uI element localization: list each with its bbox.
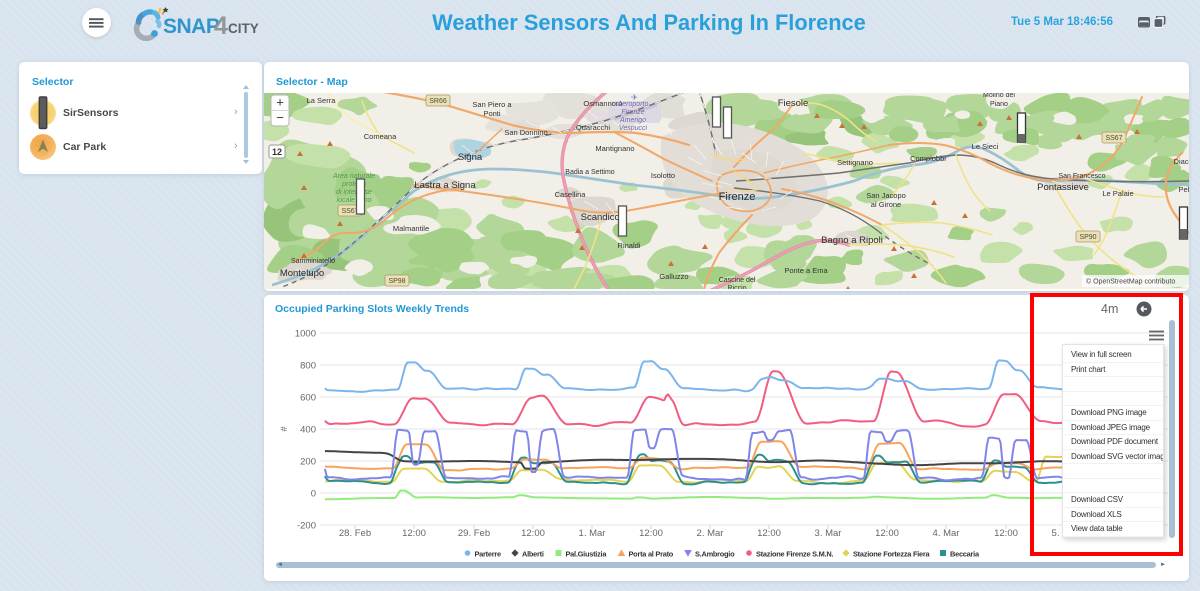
svg-text:12: 12 <box>272 147 282 157</box>
svg-text:Isolotto: Isolotto <box>651 171 675 180</box>
svg-text:29. Feb: 29. Feb <box>458 528 490 539</box>
svg-text:Pal.Giustizia: Pal.Giustizia <box>566 550 608 559</box>
svg-text:12:00: 12:00 <box>875 528 899 539</box>
svg-text:Osmannoro: Osmannoro <box>583 99 622 108</box>
svg-text:Malmantile: Malmantile <box>393 224 429 233</box>
svg-text:Fiesole: Fiesole <box>778 98 809 109</box>
svg-text:Montelupo: Montelupo <box>280 268 324 279</box>
svg-text:locale Arno: locale Arno <box>337 197 372 204</box>
svg-text:Bagno a Ripoli: Bagno a Ripoli <box>821 235 883 246</box>
svg-text:12:00: 12:00 <box>402 528 426 539</box>
svg-text:Settignano: Settignano <box>837 158 873 167</box>
svg-text:La Serra: La Serra <box>307 96 337 105</box>
svg-text:Lastra a Signa: Lastra a Signa <box>414 180 476 191</box>
svg-text:San Francesco: San Francesco <box>1058 173 1105 180</box>
svg-text:Quaracchi: Quaracchi <box>576 123 611 132</box>
svg-text:0: 0 <box>311 489 316 500</box>
svg-text:Comeana: Comeana <box>364 132 397 141</box>
svg-text:SP98: SP98 <box>388 278 405 285</box>
svg-text:CITY: CITY <box>228 21 259 36</box>
svg-text:12:00: 12:00 <box>639 528 663 539</box>
svg-text:#: # <box>279 426 289 431</box>
svg-text:Porta al Prato: Porta al Prato <box>629 550 674 559</box>
svg-text:2. Mar: 2. Mar <box>697 528 724 539</box>
svg-text:400: 400 <box>300 425 316 436</box>
svg-text:Stazione Fortezza Fiera: Stazione Fortezza Fiera <box>853 550 931 559</box>
svg-text:12:00: 12:00 <box>521 528 545 539</box>
svg-text:Amerigo: Amerigo <box>619 117 646 124</box>
svg-text:Pela: Pela <box>1178 185 1189 194</box>
svg-text:800: 800 <box>300 361 316 372</box>
svg-text:SS67: SS67 <box>341 208 358 215</box>
svg-text:di interesse: di interesse <box>336 189 372 196</box>
svg-text:Le Palaie: Le Palaie <box>1102 189 1133 198</box>
svg-text:28. Feb: 28. Feb <box>339 528 371 539</box>
svg-text:4: 4 <box>214 12 228 40</box>
svg-text:Le Sieci: Le Sieci <box>972 142 999 151</box>
svg-text:al Girone: al Girone <box>871 200 901 209</box>
svg-text:San Piero a: San Piero a <box>472 100 512 109</box>
svg-text:Vespucci: Vespucci <box>619 125 648 132</box>
svg-text:+: + <box>276 95 284 110</box>
svg-text:SS67: SS67 <box>1105 135 1122 142</box>
svg-text:Firenze: Firenze <box>719 191 756 203</box>
svg-text:Mantignano: Mantignano <box>595 144 634 153</box>
svg-text:Molino del: Molino del <box>983 93 1015 99</box>
svg-text:Galluzzo: Galluzzo <box>659 272 688 281</box>
svg-text:Beccaria: Beccaria <box>950 550 980 559</box>
svg-text:Rinaldi: Rinaldi <box>618 241 641 250</box>
svg-text:✈: ✈ <box>631 93 638 102</box>
svg-text:Cascine del: Cascine del <box>719 277 756 284</box>
svg-text:600: 600 <box>300 393 316 404</box>
svg-text:−: − <box>276 110 284 125</box>
svg-text:Stazione Firenze S.M.N.: Stazione Firenze S.M.N. <box>756 550 833 559</box>
svg-text:3. Mar: 3. Mar <box>815 528 842 539</box>
svg-text:Occupied Parking Slots Weekly: Occupied Parking Slots Weekly Trends <box>275 303 469 315</box>
svg-text:Compiobbi: Compiobbi <box>910 154 946 163</box>
svg-text:Piano: Piano <box>990 101 1008 108</box>
svg-text:Samminiatello: Samminiatello <box>291 258 335 265</box>
svg-text:Badia a Settimo: Badia a Settimo <box>565 169 615 176</box>
svg-text:4m: 4m <box>1101 302 1118 316</box>
svg-text:SR66: SR66 <box>429 98 447 105</box>
svg-text:Diacce: Diacce <box>1174 157 1189 166</box>
svg-text:© OpenStreetMap contributo: © OpenStreetMap contributo <box>1086 278 1175 286</box>
svg-text:Ponte a Ema: Ponte a Ema <box>784 266 828 275</box>
svg-text:-200: -200 <box>297 521 316 532</box>
svg-text:San Donnino: San Donnino <box>504 128 547 137</box>
svg-text:SNAP: SNAP <box>163 15 220 38</box>
svg-text:Area naturale: Area naturale <box>332 173 375 180</box>
svg-text:1. Mar: 1. Mar <box>579 528 606 539</box>
svg-text:Riccio: Riccio <box>727 285 746 289</box>
svg-text:Firenze: Firenze <box>621 109 644 116</box>
svg-text:12:00: 12:00 <box>994 528 1018 539</box>
svg-text:SP90: SP90 <box>1079 234 1096 241</box>
svg-text:1000: 1000 <box>295 329 316 340</box>
svg-text:Ponti: Ponti <box>483 109 500 118</box>
svg-text:S.Ambrogio: S.Ambrogio <box>695 550 735 559</box>
svg-text:Alberti: Alberti <box>522 550 544 559</box>
svg-text:200: 200 <box>300 457 316 468</box>
svg-text:Pontassieve: Pontassieve <box>1037 182 1089 193</box>
svg-text:San Jacopo: San Jacopo <box>866 191 906 200</box>
svg-text:4. Mar: 4. Mar <box>933 528 960 539</box>
svg-text:Signa: Signa <box>458 152 483 163</box>
svg-text:protetta: protetta <box>341 181 366 188</box>
svg-text:12:00: 12:00 <box>757 528 781 539</box>
svg-text:Aeroporto: Aeroporto <box>617 101 649 108</box>
svg-text:Parterre: Parterre <box>475 550 501 559</box>
svg-text:Scandicci: Scandicci <box>581 212 622 223</box>
svg-text:Casellina: Casellina <box>555 190 587 199</box>
